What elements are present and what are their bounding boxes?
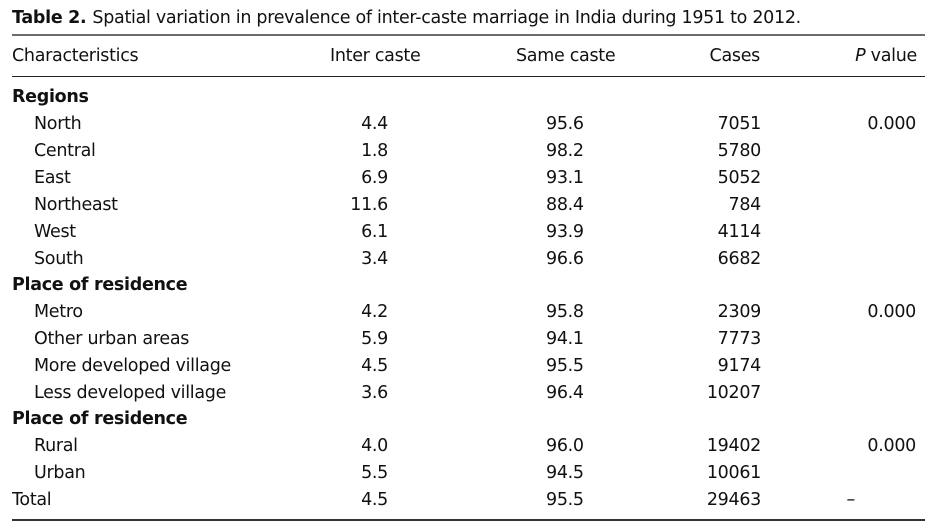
group-heading-place-of-residence: Place of residence bbox=[0, 272, 931, 299]
cases-value: 5780 bbox=[717, 141, 762, 161]
cases-value: 10061 bbox=[706, 463, 761, 483]
table-top-rule bbox=[12, 34, 925, 36]
same-caste-value: 93.1 bbox=[546, 168, 584, 188]
cases-value: 784 bbox=[728, 195, 761, 215]
table-caption: Table 2. Spatial variation in prevalence … bbox=[12, 8, 801, 28]
table-row-total: Total 4.5 95.5 29463 – bbox=[0, 487, 931, 514]
p-value: 0.000 bbox=[867, 436, 916, 456]
table-bottom-rule bbox=[12, 519, 925, 521]
header-p-rest: value bbox=[865, 46, 918, 66]
row-label: West bbox=[34, 222, 76, 242]
inter-caste-value: 4.5 bbox=[361, 490, 388, 510]
row-label: North bbox=[34, 114, 82, 134]
row-label: South bbox=[34, 249, 84, 269]
header-cases: Cases bbox=[709, 46, 761, 66]
inter-caste-value: 1.8 bbox=[361, 141, 388, 161]
table-caption-label: Table 2. bbox=[12, 8, 87, 28]
cases-value: 19402 bbox=[706, 436, 761, 456]
cases-value: 7051 bbox=[717, 114, 762, 134]
group-title: Place of residence bbox=[12, 409, 188, 429]
p-value: 0.000 bbox=[867, 114, 916, 134]
p-value: 0.000 bbox=[867, 302, 916, 322]
cases-value: 2309 bbox=[717, 302, 762, 322]
row-label: Rural bbox=[34, 436, 78, 456]
inter-caste-value: 4.4 bbox=[361, 114, 388, 134]
header-same-caste: Same caste bbox=[516, 46, 616, 66]
same-caste-value: 95.8 bbox=[546, 302, 584, 322]
same-caste-value: 94.1 bbox=[546, 329, 584, 349]
cases-value: 7773 bbox=[717, 329, 762, 349]
row-label: Northeast bbox=[34, 195, 118, 215]
cases-value: 10207 bbox=[706, 383, 761, 403]
group-title: Place of residence bbox=[12, 275, 188, 295]
row-label: Total bbox=[12, 490, 52, 510]
inter-caste-value: 4.5 bbox=[361, 356, 388, 376]
same-caste-value: 98.2 bbox=[546, 141, 584, 161]
table-row: Northeast 11.6 88.4 784 bbox=[0, 192, 931, 219]
cases-value: 4114 bbox=[717, 222, 762, 242]
inter-caste-value: 5.9 bbox=[361, 329, 388, 349]
inter-caste-value: 5.5 bbox=[361, 463, 388, 483]
header-inter-caste: Inter caste bbox=[330, 46, 421, 66]
row-label: Less developed village bbox=[34, 383, 227, 403]
inter-caste-value: 11.6 bbox=[350, 195, 388, 215]
header-p-value: P value bbox=[855, 43, 917, 70]
cases-value: 6682 bbox=[717, 249, 762, 269]
table-row: More developed village 4.5 95.5 9174 bbox=[0, 353, 931, 380]
same-caste-value: 88.4 bbox=[546, 195, 584, 215]
cases-value: 29463 bbox=[706, 490, 761, 510]
inter-caste-value: 6.1 bbox=[361, 222, 388, 242]
same-caste-value: 95.5 bbox=[546, 356, 584, 376]
cases-value: 9174 bbox=[717, 356, 762, 376]
p-value: – bbox=[846, 490, 856, 510]
table-header-rule bbox=[12, 76, 925, 77]
row-label: More developed village bbox=[34, 356, 232, 376]
same-caste-value: 96.6 bbox=[546, 249, 584, 269]
table-row: Less developed village 3.6 96.4 10207 bbox=[0, 380, 931, 407]
table-caption-text: Spatial variation in prevalence of inter… bbox=[92, 8, 801, 28]
table-row: North 4.4 95.6 7051 0.000 bbox=[0, 111, 931, 138]
same-caste-value: 94.5 bbox=[546, 463, 584, 483]
table-row: Other urban areas 5.9 94.1 7773 bbox=[0, 326, 931, 353]
same-caste-value: 93.9 bbox=[546, 222, 584, 242]
same-caste-value: 95.6 bbox=[546, 114, 584, 134]
same-caste-value: 96.0 bbox=[546, 436, 584, 456]
group-heading-place-of-residence-rural-urban: Place of residence bbox=[0, 406, 931, 433]
row-label: Central bbox=[34, 141, 96, 161]
inter-caste-value: 4.2 bbox=[361, 302, 388, 322]
group-heading-regions: Regions bbox=[0, 84, 931, 111]
table-header-row: Characteristics Inter caste Same caste C… bbox=[0, 43, 931, 70]
same-caste-value: 95.5 bbox=[546, 490, 584, 510]
row-label: Other urban areas bbox=[34, 329, 190, 349]
cases-value: 5052 bbox=[717, 168, 762, 188]
row-label: Urban bbox=[34, 463, 86, 483]
group-title: Regions bbox=[12, 87, 89, 107]
row-label: East bbox=[34, 168, 71, 188]
inter-caste-value: 6.9 bbox=[361, 168, 388, 188]
same-caste-value: 96.4 bbox=[546, 383, 584, 403]
table-row: Metro 4.2 95.8 2309 0.000 bbox=[0, 299, 931, 326]
table-row: West 6.1 93.9 4114 bbox=[0, 219, 931, 246]
inter-caste-value: 4.0 bbox=[361, 436, 388, 456]
header-characteristics: Characteristics bbox=[12, 46, 139, 66]
header-p-letter: P bbox=[855, 46, 866, 66]
inter-caste-value: 3.4 bbox=[361, 249, 388, 269]
table-row: Rural 4.0 96.0 19402 0.000 bbox=[0, 433, 931, 460]
table-row: South 3.4 96.6 6682 bbox=[0, 246, 931, 273]
inter-caste-value: 3.6 bbox=[361, 383, 388, 403]
table-row: Urban 5.5 94.5 10061 bbox=[0, 460, 931, 487]
table-row: East 6.9 93.1 5052 bbox=[0, 165, 931, 192]
row-label: Metro bbox=[34, 302, 83, 322]
table-row: Central 1.8 98.2 5780 bbox=[0, 138, 931, 165]
